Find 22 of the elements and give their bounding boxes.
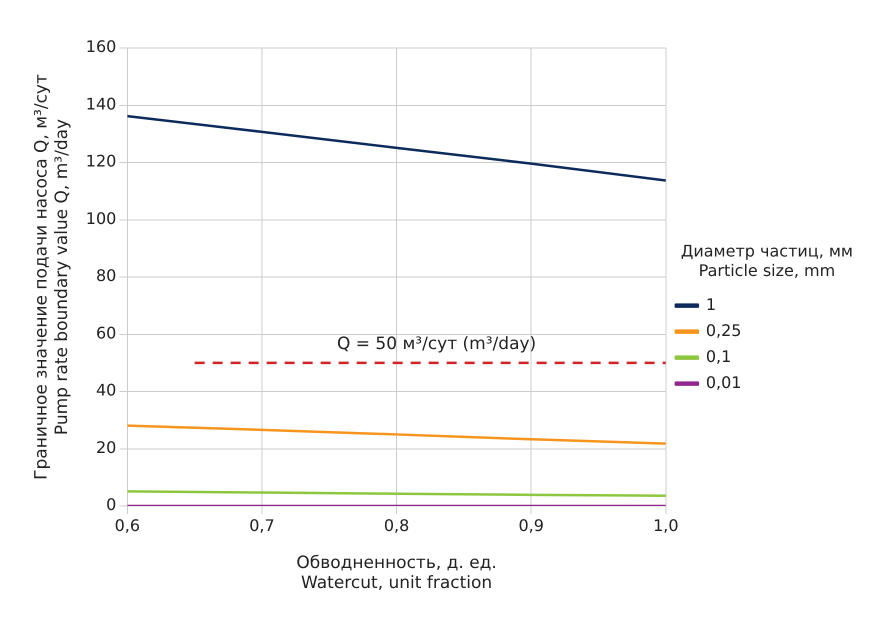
x-tick-label: 0,7 <box>249 516 275 535</box>
x-tick-label: 1,0 <box>653 516 679 535</box>
y-tick-label: 160 <box>86 37 116 56</box>
x-tick-label: 0,9 <box>518 516 544 535</box>
y-tick-label: 140 <box>86 94 116 114</box>
y-tick-label: 60 <box>96 323 116 342</box>
y-axis-title: Граничное значение подачи насоса Q, м³/сут Pump rate boundary value Q, m³/day <box>32 74 72 480</box>
legend-title: Диаметр частиц, мм Particle size, mm <box>680 242 853 280</box>
y-tick-label: 40 <box>96 380 116 400</box>
legend-label: 0,25 <box>706 320 742 340</box>
y-tick-label: 20 <box>96 438 116 457</box>
y-tick-label: 120 <box>86 152 116 171</box>
legend-label: 0,01 <box>706 372 742 392</box>
legend-label: 0,1 <box>706 346 732 366</box>
x-tick-label: 0,6 <box>114 516 140 535</box>
annotation: Q = 50 м³/сут (m³/day) <box>337 334 536 354</box>
y-tick-label: 80 <box>96 266 116 286</box>
y-tick-label: 100 <box>86 208 116 228</box>
x-axis-title: Обводненность, д. ед. Watercut, unit fraction <box>296 552 497 594</box>
legend-label: 1 <box>706 294 716 314</box>
y-tick-label: 0 <box>106 495 116 514</box>
x-tick-label: 0,8 <box>384 516 410 535</box>
